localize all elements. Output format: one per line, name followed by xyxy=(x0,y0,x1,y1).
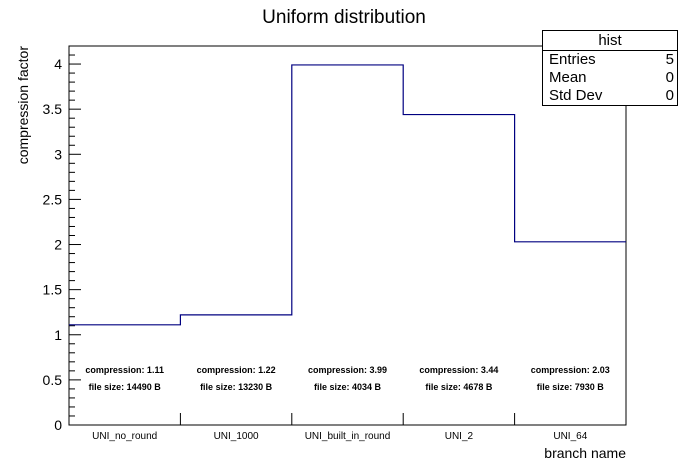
annotation-compression: compression: 3.44 xyxy=(419,365,498,375)
x-tick-label: UNI_1000 xyxy=(214,431,259,442)
annotation-compression: compression: 1.11 xyxy=(85,365,164,375)
stats-value: 0 xyxy=(665,87,674,104)
annotation-compression: compression: 3.99 xyxy=(308,365,387,375)
x-axis-label: branch name xyxy=(544,445,626,461)
stats-row-entries: Entries 5 xyxy=(543,51,677,69)
annotation-filesize: file size: 4678 B xyxy=(425,382,493,392)
stats-row-mean: Mean 0 xyxy=(543,69,677,87)
y-axis-label: compression factor xyxy=(15,46,31,165)
stats-value: 5 xyxy=(665,51,674,68)
stats-label: Std Dev xyxy=(549,87,603,104)
annotation-filesize: file size: 7930 B xyxy=(537,382,605,392)
y-tick-label: 2 xyxy=(54,237,62,253)
chart-title: Uniform distribution xyxy=(262,7,426,28)
y-tick-label: 2.5 xyxy=(43,191,63,207)
x-tick-label: UNI_no_round xyxy=(92,431,157,442)
bin-annotations: compression: 1.11 file size: 14490 B compr… xyxy=(85,365,609,392)
y-axis: 0 0.5 1 1.5 2 2.5 3 3.5 4 xyxy=(43,45,81,433)
y-tick-label: 1 xyxy=(54,327,62,343)
stats-title: hist xyxy=(543,31,677,51)
stats-label: Entries xyxy=(549,51,596,68)
histogram-series-line xyxy=(69,64,626,326)
stats-value: 0 xyxy=(665,69,674,86)
stats-row-stddev: Std Dev 0 xyxy=(543,87,677,105)
y-tick-label: 1.5 xyxy=(43,282,63,298)
annotation-compression: compression: 2.03 xyxy=(531,365,610,375)
stats-label: Mean xyxy=(549,69,587,86)
annotation-filesize: file size: 4034 B xyxy=(314,382,382,392)
x-axis: UNI_no_round UNI_1000 UNI_built_in_round UN… xyxy=(92,413,588,442)
x-tick-label: UNI_2 xyxy=(445,431,474,442)
annotation-filesize: file size: 14490 B xyxy=(89,382,162,392)
y-tick-label: 3.5 xyxy=(43,101,63,117)
y-tick-label: 0.5 xyxy=(43,372,63,388)
y-tick-label: 4 xyxy=(54,56,62,72)
annotation-compression: compression: 1.22 xyxy=(197,365,276,375)
x-tick-label: UNI_built_in_round xyxy=(305,431,391,442)
y-tick-label: 3 xyxy=(54,146,62,162)
y-tick-label: 0 xyxy=(54,417,62,433)
x-tick-label: UNI_64 xyxy=(553,431,587,442)
annotation-filesize: file size: 13230 B xyxy=(200,382,273,392)
stats-box: hist Entries 5 Mean 0 Std Dev 0 xyxy=(542,30,678,106)
